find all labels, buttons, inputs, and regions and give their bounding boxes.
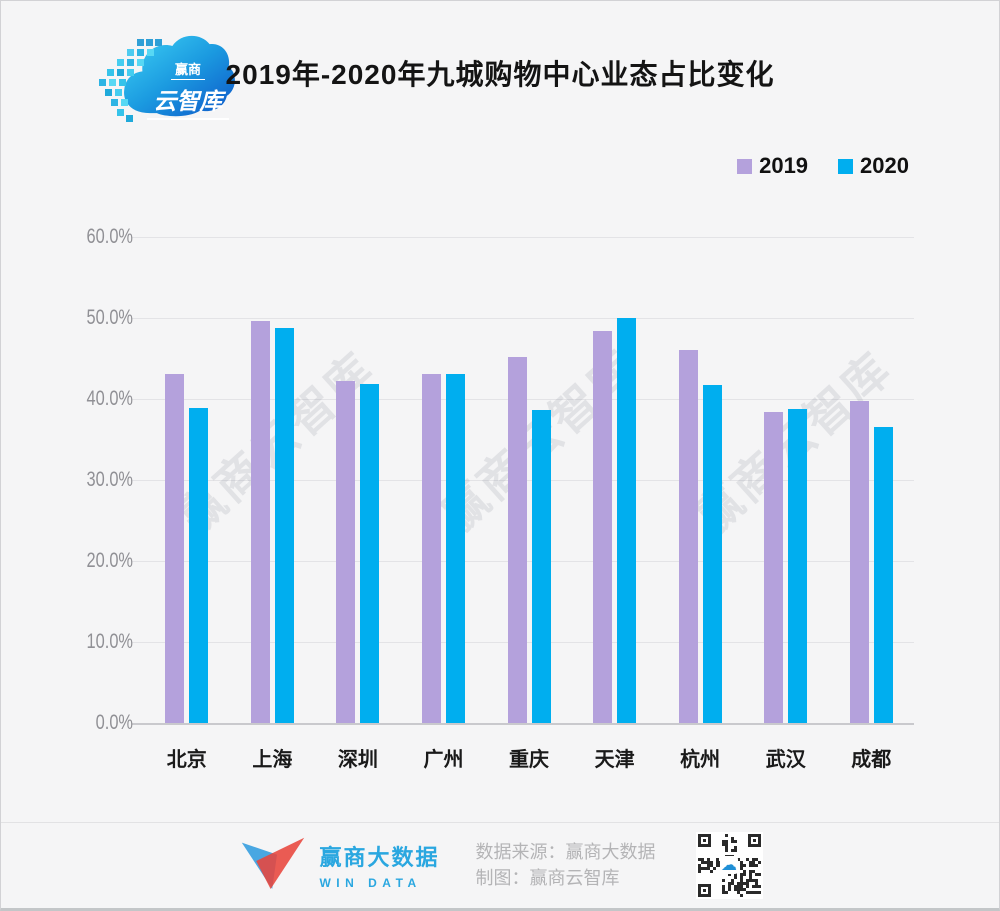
bar-chongqing-2020 — [531, 410, 551, 723]
qr-finder-topright — [747, 833, 761, 847]
bar-shanghai-2020 — [274, 327, 294, 723]
gridline-50 — [132, 318, 914, 319]
bar-group-beijing — [144, 237, 230, 723]
yunzhiku-cloud-logo: 赢商 云智库 — [93, 21, 235, 125]
bar-chengdu-2019 — [849, 401, 869, 723]
bar-hangzhou-2020 — [702, 385, 722, 723]
x-axis-label-shenzhen: 深圳 — [337, 749, 378, 771]
bar-group-chongqing — [486, 237, 572, 723]
source-line: 数据来源：赢商大数据 — [475, 842, 656, 862]
bar-chengdu-2020 — [873, 426, 893, 723]
y-tick-label: 30.0% — [86, 468, 133, 491]
y-tick-label: 40.0% — [86, 387, 133, 410]
footer-divider — [1, 822, 999, 823]
legend-swatch-2019 — [737, 158, 753, 174]
gridline-0 — [132, 723, 914, 725]
windata-brand-cn: 赢商大数据 — [319, 845, 440, 870]
chart-title: 2019年-2020年九城购物中心业态占比变化 — [225, 59, 775, 90]
bar-group-hangzhou — [657, 237, 743, 723]
x-axis-label-wuhan: 武汉 — [765, 749, 806, 771]
legend-item-2019: 2019 — [737, 153, 808, 179]
bar-wuhan-2019 — [764, 411, 784, 723]
bar-tianjin-2019 — [593, 330, 613, 723]
y-tick-label: 60.0% — [86, 225, 133, 248]
logo-pixel-mosaic — [99, 47, 106, 54]
qr-code: ☁ — [695, 831, 763, 899]
y-tick-label: 0.0% — [95, 711, 133, 734]
x-axis-label-hangzhou: 杭州 — [680, 749, 721, 771]
windata-brand-en: WIN DATA — [319, 876, 422, 890]
x-axis-label-beijing: 北京 — [166, 749, 207, 771]
bar-wuhan-2020 — [788, 408, 808, 723]
credit-line: 制图：赢商云智库 — [475, 868, 620, 888]
y-tick-label: 20.0% — [86, 549, 133, 572]
legend-item-2020: 2020 — [838, 153, 909, 179]
bar-guangzhou-2020 — [445, 373, 465, 723]
footer: 赢商大数据 WIN DATA 数据来源：赢商大数据 制图：赢商云智库 ☁ — [1, 822, 999, 908]
bar-group-wuhan — [743, 237, 829, 723]
bar-shenzhen-2020 — [360, 383, 380, 723]
logo-line1: 赢商 — [170, 59, 205, 80]
bars-area — [144, 237, 914, 723]
x-axis-label-shanghai: 上海 — [252, 749, 293, 771]
bar-hangzhou-2019 — [678, 349, 698, 723]
logo-line2: 云智库 — [147, 82, 229, 120]
bar-beijing-2020 — [189, 407, 209, 723]
y-tick-label: 10.0% — [86, 630, 133, 653]
bar-guangzhou-2019 — [421, 373, 441, 723]
cloud-icon — [124, 35, 235, 117]
x-axis-label-tianjin: 天津 — [594, 749, 635, 771]
bar-group-shanghai — [230, 237, 316, 723]
x-axis-label-chengdu: 成都 — [851, 749, 892, 771]
x-axis-label-guangzhou: 广州 — [423, 749, 464, 771]
y-tick-label: 50.0% — [86, 306, 133, 329]
legend-swatch-2020 — [838, 158, 854, 174]
qr-center-cloud-icon: ☁ — [720, 856, 738, 874]
bar-group-guangzhou — [401, 237, 487, 723]
bar-beijing-2019 — [165, 373, 185, 723]
legend-label-2019: 2019 — [759, 153, 809, 178]
legend-label-2020: 2020 — [860, 153, 909, 178]
bar-shenzhen-2019 — [336, 381, 356, 723]
x-axis-labels: 北京 上海 深圳 广州 重庆 天津 杭州 武汉 成都 — [144, 743, 914, 772]
gridline-60 — [132, 237, 914, 238]
qr-finder-topleft — [697, 833, 711, 847]
bar-tianjin-2020 — [617, 318, 637, 723]
bar-group-shenzhen — [315, 237, 401, 723]
bar-group-chengdu — [829, 237, 915, 723]
bar-chongqing-2019 — [507, 356, 527, 723]
windata-brand: 赢商大数据 WIN DATA — [319, 840, 439, 890]
footer-source: 数据来源：赢商大数据 制图：赢商云智库 — [476, 839, 656, 891]
bar-group-tianjin — [572, 237, 658, 723]
logo-text: 赢商 云智库 — [147, 59, 229, 120]
windata-butterfly-icon — [242, 837, 305, 889]
bar-shanghai-2019 — [250, 321, 270, 723]
qr-finder-bottomleft — [697, 883, 711, 897]
chart-legend: 2019 2020 — [737, 153, 909, 179]
x-axis-label-chongqing: 重庆 — [509, 749, 550, 771]
